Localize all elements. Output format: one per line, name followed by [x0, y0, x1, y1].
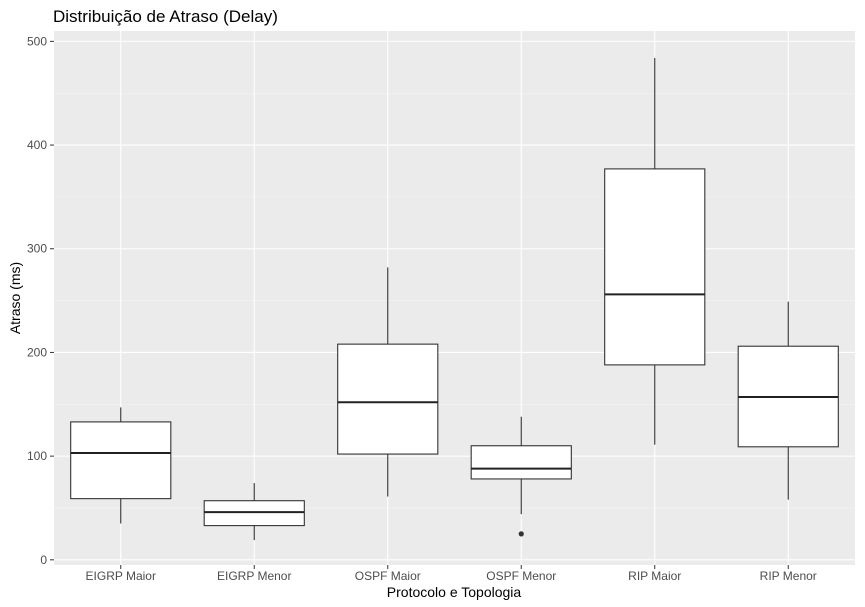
iqr-box — [470, 445, 572, 480]
y-tick-label: 400 — [27, 138, 47, 152]
boxes — [70, 57, 839, 541]
outlier-point — [518, 531, 524, 537]
y-tick-label: 300 — [27, 242, 47, 256]
box-eigrp-maior — [70, 407, 172, 524]
iqr-box — [70, 421, 172, 500]
y-tick-label: 0 — [40, 553, 47, 567]
y-axis-title: Atraso (ms) — [7, 262, 23, 334]
iqr-box — [337, 343, 439, 455]
x-tick-label: RIP Maior — [628, 569, 681, 583]
x-tick-label: EIGRP Maior — [86, 569, 156, 583]
x-tick-label: EIGRP Menor — [217, 569, 291, 583]
box-rip-maior — [604, 57, 706, 445]
box-ospf-maior — [337, 267, 439, 497]
x-axis-title: Protocolo e Topologia — [387, 584, 522, 600]
axes: 0 100 200 300 400 500 EIGRP Maior EIGRP Menor OS… — [27, 34, 817, 583]
x-tick-label: OSPF Maior — [355, 569, 421, 583]
x-tick-label: RIP Menor — [760, 569, 817, 583]
box-rip-menor — [737, 301, 839, 500]
box-eigrp-menor — [203, 483, 305, 541]
y-tick-label: 200 — [27, 345, 47, 359]
plot-panel — [54, 31, 855, 565]
y-tick-label: 100 — [27, 449, 47, 463]
x-tick-label: OSPF Menor — [486, 569, 556, 583]
chart-title: Distribuição de Atraso (Delay) — [53, 7, 278, 26]
y-tick-label: 500 — [27, 34, 47, 48]
iqr-box — [203, 500, 305, 527]
iqr-box — [604, 168, 706, 366]
box-ospf-menor — [470, 416, 572, 537]
